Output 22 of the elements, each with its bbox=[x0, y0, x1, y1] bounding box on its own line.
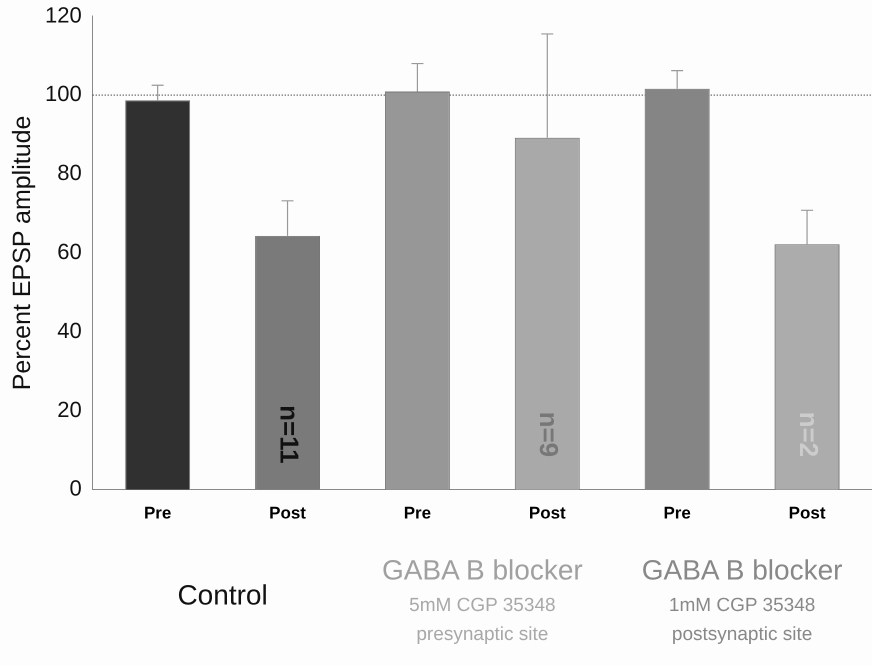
text: Control bbox=[177, 579, 268, 610]
y-tick-label: 20 bbox=[57, 396, 82, 422]
y-axis-title: Percent EPSP amplitude bbox=[8, 116, 36, 390]
x-tick-label: Post bbox=[269, 503, 306, 522]
y-tick-label: 80 bbox=[57, 160, 82, 186]
x-tick-label: Pre bbox=[404, 503, 432, 522]
text: postsynaptic site bbox=[672, 624, 812, 645]
y-tick-label: 100 bbox=[44, 81, 82, 106]
y-tick-label: 120 bbox=[44, 2, 82, 28]
y-tick-label: 40 bbox=[57, 318, 82, 343]
text: 1mM CGP 35348 bbox=[668, 594, 816, 616]
text: 5mM CGP 35348 bbox=[409, 594, 556, 616]
x-tick-label: Post bbox=[788, 503, 826, 522]
text: presynaptic site bbox=[416, 624, 548, 645]
x-tick-label: Post bbox=[528, 503, 566, 522]
y-tick-label: 0 bbox=[69, 476, 82, 501]
y-tick-label: 60 bbox=[57, 238, 82, 264]
x-tick-label: Pre bbox=[144, 503, 172, 522]
x-tick-label: Pre bbox=[663, 503, 691, 522]
text: GABA B blocker bbox=[382, 554, 583, 586]
annotation: n=11 bbox=[274, 405, 304, 464]
text: GABA B blocker bbox=[642, 554, 842, 586]
